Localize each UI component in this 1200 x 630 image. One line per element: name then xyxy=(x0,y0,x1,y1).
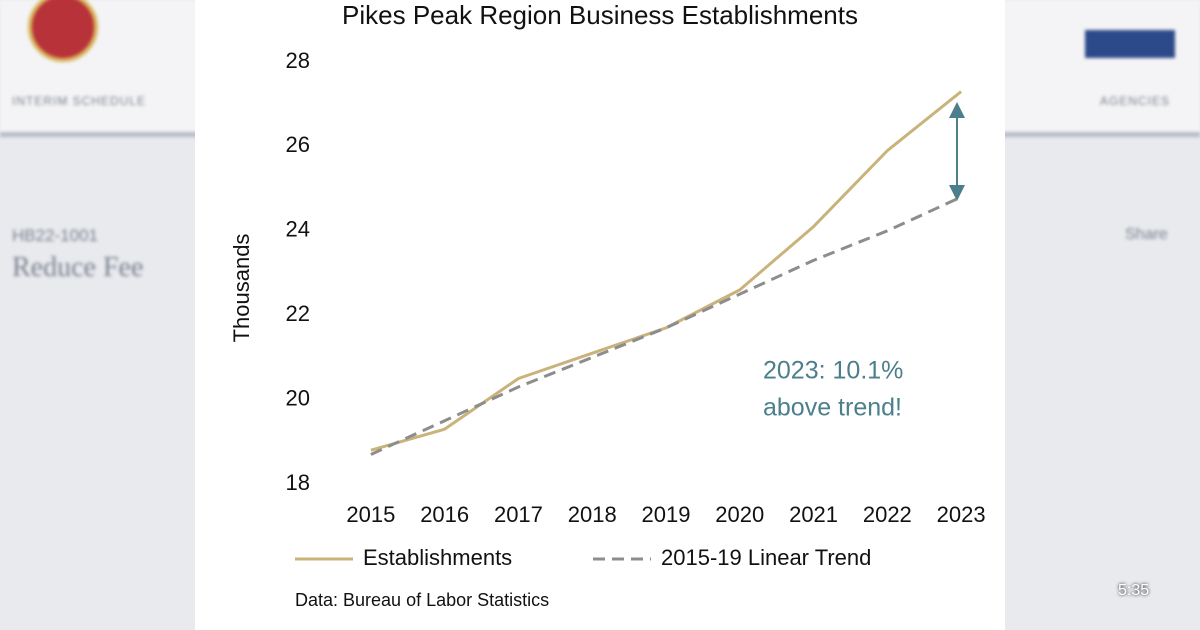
share: Share xyxy=(1125,226,1168,243)
x-tick-label: 2022 xyxy=(863,502,912,527)
search-button xyxy=(1085,30,1175,58)
y-tick-label: 26 xyxy=(286,132,310,157)
nav-item: AGENCIES xyxy=(1100,94,1171,108)
y-axis-label: Thousands xyxy=(229,234,254,343)
bill-id: HB22-1001 xyxy=(12,226,99,245)
chart-title: Pikes Peak Region Business Establishment… xyxy=(342,0,858,30)
x-tick-label: 2016 xyxy=(420,502,469,527)
nav-item: INTERIM SCHEDULE xyxy=(12,94,147,108)
x-tick-label: 2021 xyxy=(789,502,838,527)
y-tick-label: 28 xyxy=(286,48,310,73)
bill-title: Reduce Fee xyxy=(12,252,144,283)
series-line xyxy=(370,195,962,456)
y-tick-label: 18 xyxy=(286,470,310,495)
x-tick-label: 2017 xyxy=(494,502,543,527)
state-seal xyxy=(28,0,98,62)
x-tick-label: 2018 xyxy=(568,502,617,527)
y-tick-label: 22 xyxy=(286,301,310,326)
annotation: 2023: 10.1% xyxy=(763,357,903,385)
series-line xyxy=(370,90,963,452)
x-tick-label: 2023 xyxy=(937,502,986,527)
source: Data: Bureau of Labor Statistics xyxy=(295,590,549,610)
clock: 5:35 xyxy=(1118,582,1150,599)
y-tick-label: 24 xyxy=(286,217,310,242)
x-tick-label: 2015 xyxy=(346,502,395,527)
legend-label: 2015-19 Linear Trend xyxy=(661,545,871,570)
legend-label: Establishments xyxy=(363,545,512,570)
chart: Pikes Peak Region Business Establishment… xyxy=(195,0,1005,630)
y-tick-label: 20 xyxy=(286,385,310,410)
x-tick-label: 2020 xyxy=(715,502,764,527)
annotation: above trend! xyxy=(763,394,902,422)
x-tick-label: 2019 xyxy=(642,502,691,527)
